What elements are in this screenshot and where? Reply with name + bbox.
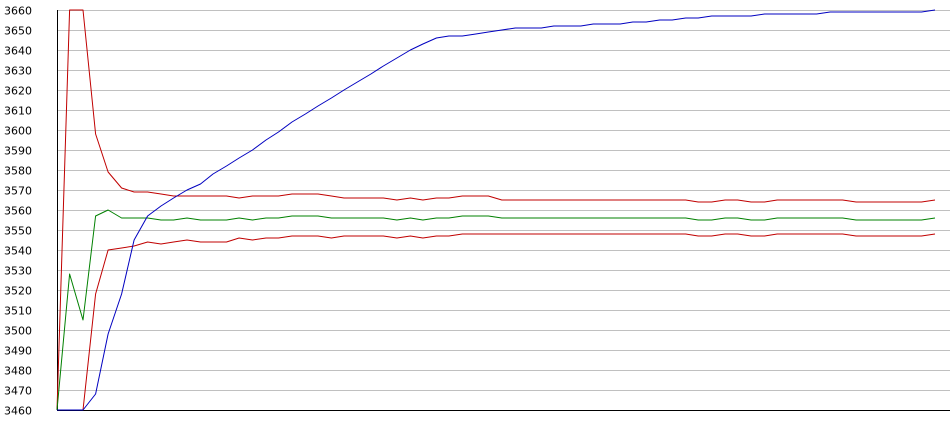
y-tick-label: 3570: [4, 185, 32, 198]
series-lines: [56, 9, 936, 411]
grid-lines: [57, 10, 950, 411]
y-axis-tick-labels: 3460 3470 3480 3490 3500 3510 3520 3530 3540 3550…: [4, 5, 32, 418]
y-tick-label: 3620: [4, 85, 32, 98]
y-tick-label: 3630: [4, 65, 32, 78]
series-line-4: [57, 9, 936, 411]
y-tick-label: 3600: [4, 125, 32, 138]
axes: [57, 10, 950, 411]
y-tick-label: 3480: [4, 365, 32, 378]
series-line-1: [56, 9, 936, 411]
y-tick-label: 3490: [4, 345, 32, 358]
y-tick-label: 3580: [4, 165, 32, 178]
y-tick-label: 3610: [4, 105, 32, 118]
y-tick-label: 3520: [4, 285, 32, 298]
y-tick-label: 3510: [4, 305, 32, 318]
y-tick-label: 3560: [4, 205, 32, 218]
y-tick-label: 3500: [4, 325, 32, 338]
y-tick-label: 3530: [4, 265, 32, 278]
y-tick-label: 3590: [4, 145, 32, 158]
y-tick-label: 3640: [4, 45, 32, 58]
y-tick-label: 3550: [4, 225, 32, 238]
series-line-3: [57, 233, 936, 411]
y-tick-label: 3660: [4, 5, 32, 18]
y-tick-label: 3470: [4, 385, 32, 398]
series-line-2: [56, 209, 936, 411]
y-tick-label: 3650: [4, 25, 32, 38]
y-tick-label: 3460: [4, 405, 32, 418]
y-tick-label: 3540: [4, 245, 32, 258]
